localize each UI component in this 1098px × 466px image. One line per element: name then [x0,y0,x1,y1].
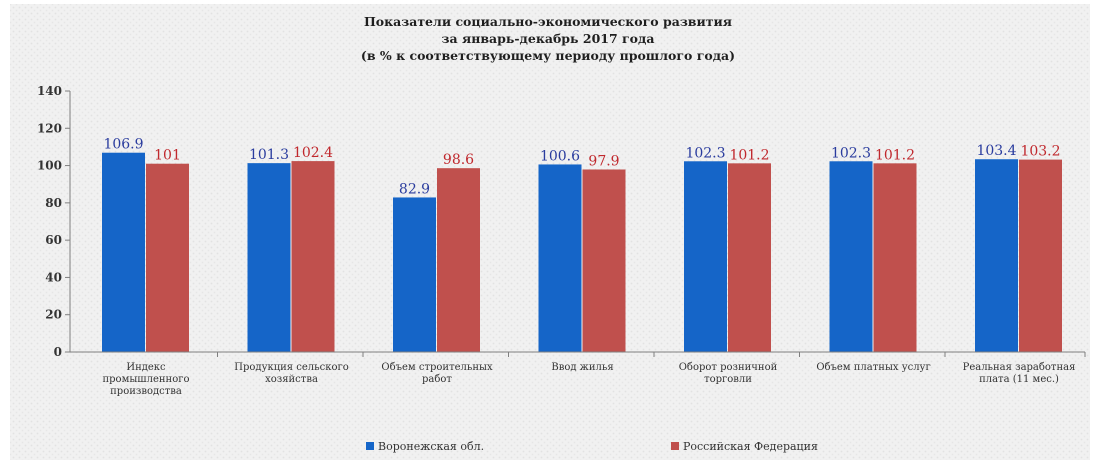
bar-voronezh [975,159,1018,352]
x-tick-label-line: хозяйства [265,374,318,385]
legend-swatch-russia [671,442,679,450]
x-axis: Индекс промышленного производства Продукция… [70,351,1086,397]
x-tick-label-line: торговли [704,374,752,385]
bar-russia [873,163,917,352]
bar-russia [291,161,335,352]
bar-voronezh [247,163,291,352]
bar-voronezh [102,152,145,352]
legend-swatch-voronezh [366,442,374,450]
value-labels: 106.9 101 101.3 102.4 82.9 98.6 100.6 97.9 102.3… [103,137,1060,198]
bar-voronezh [684,161,727,352]
data-label-voronezh: 100.6 [540,148,580,164]
x-tick-label: Индекс промышленного производства [102,362,189,397]
legend-label-voronezh: Воронежская обл. [378,440,484,453]
bar-russia [437,168,480,352]
x-tick-label: Оборот розничной торговли [679,362,778,385]
bar-russia [728,163,771,352]
y-tick-label: 120 [37,121,62,135]
x-tick-label-line: работ [422,374,452,385]
bar-voronezh [393,197,436,352]
y-tick-label: 80 [45,196,62,210]
bar-russia [1019,159,1062,352]
y-axis: 0 20 40 60 80 100 120 140 [37,84,71,359]
x-tick-label: Ввод жилья [551,362,613,373]
data-label-russia: 97.9 [588,153,619,169]
x-tick-label-line: Индекс [126,362,166,373]
y-tick-label: 60 [45,233,62,247]
legend-label-russia: Российская Федерация [683,440,818,453]
data-label-voronezh: 102.3 [685,145,725,161]
x-tick-label: Объем строительных работ [381,362,493,385]
x-tick-label-line: Объем платных услуг [816,362,930,373]
bar-russia [582,169,626,352]
x-tick-label-line: Реальная заработная [963,362,1076,373]
chart-title-line-1: Показатели социально-экономического разв… [364,14,732,29]
data-label-russia: 98.6 [443,152,474,168]
x-tick-label-line: плата (11 мес.) [979,374,1059,385]
x-tick-label: Продукция сельского хозяйства [234,362,348,385]
x-tick-label-line: производства [110,386,182,397]
data-label-russia: 101 [154,148,181,164]
data-label-voronezh: 101.3 [249,147,289,163]
x-tick-label: Реальная заработная плата (11 мес.) [963,362,1076,385]
chart-title-line-3: (в % к соответствующему периоду прошлого… [361,48,735,63]
x-tick-label-line: Объем строительных [381,362,493,373]
bar-voronezh [538,164,582,352]
data-label-voronezh: 102.3 [831,145,871,161]
x-tick-label-line: Ввод жилья [551,362,613,373]
bars [102,152,1062,352]
data-label-russia: 101.2 [729,147,769,163]
x-tick-label-line: промышленного [102,374,189,385]
bar-russia [146,163,189,352]
x-tick-label: Объем платных услуг [816,362,930,373]
data-label-russia: 102.4 [293,145,333,161]
x-tick-label-line: Оборот розничной [679,362,778,373]
y-tick-label: 20 [45,308,62,322]
data-label-russia: 101.2 [875,147,915,163]
y-tick-label: 100 [37,159,62,173]
data-label-russia: 103.2 [1020,144,1060,160]
data-label-voronezh: 103.4 [976,143,1016,159]
bar-voronezh [829,161,873,352]
x-tick-label-line: Продукция сельского [234,362,348,373]
chart-title-line-2: за январь-декабрь 2017 года [442,31,655,46]
legend: Воронежская обл. Российская Федерация [366,440,818,453]
y-tick-label: 140 [37,84,62,98]
y-tick-label: 40 [45,270,62,284]
data-label-voronezh: 106.9 [103,137,143,153]
y-tick-label: 0 [54,345,62,359]
data-label-voronezh: 82.9 [399,181,430,197]
